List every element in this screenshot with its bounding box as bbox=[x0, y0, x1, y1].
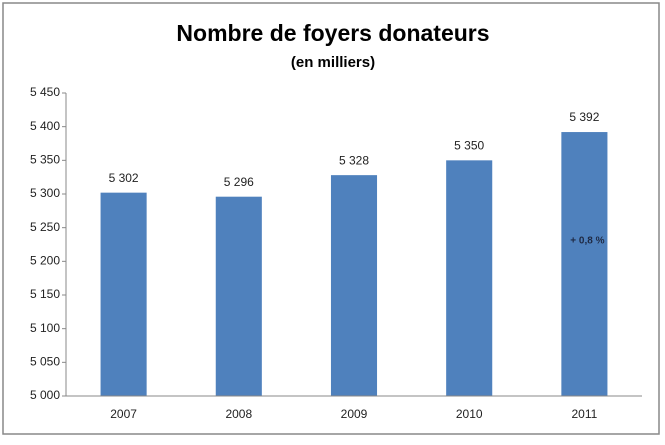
y-tick-label: 5 200 bbox=[30, 254, 60, 268]
data-label: 5 392 bbox=[569, 110, 599, 124]
bar bbox=[446, 160, 493, 396]
bar bbox=[561, 132, 608, 396]
data-label: 5 350 bbox=[454, 139, 484, 153]
y-tick-label: 5 400 bbox=[30, 119, 60, 133]
y-tick-label: 5 350 bbox=[30, 153, 60, 167]
bar bbox=[100, 192, 147, 396]
x-tick-label: 2010 bbox=[456, 407, 483, 421]
data-label: 5 296 bbox=[224, 175, 254, 189]
data-label: 5 328 bbox=[339, 153, 369, 167]
y-tick-label: 5 300 bbox=[30, 186, 60, 200]
y-tick-label: 5 150 bbox=[30, 287, 60, 301]
y-tick-label: 5 450 bbox=[30, 85, 60, 99]
y-tick-label: 5 100 bbox=[30, 321, 60, 335]
bar bbox=[215, 196, 262, 396]
y-tick-label: 5 250 bbox=[30, 220, 60, 234]
x-tick-label: 2011 bbox=[571, 407, 597, 421]
chart-title: Nombre de foyers donateurs bbox=[176, 20, 489, 46]
x-tick-label: 2008 bbox=[225, 407, 252, 421]
annotation: + 0,8 % bbox=[570, 236, 604, 247]
bar bbox=[330, 175, 378, 396]
y-tick-label: 5 000 bbox=[30, 388, 60, 402]
y-tick-label: 5 050 bbox=[30, 355, 60, 369]
x-tick-label: 2009 bbox=[341, 407, 368, 421]
chart-subtitle: (en milliers) bbox=[291, 54, 375, 71]
data-label: 5 302 bbox=[109, 171, 139, 185]
x-tick-label: 2007 bbox=[110, 407, 137, 421]
